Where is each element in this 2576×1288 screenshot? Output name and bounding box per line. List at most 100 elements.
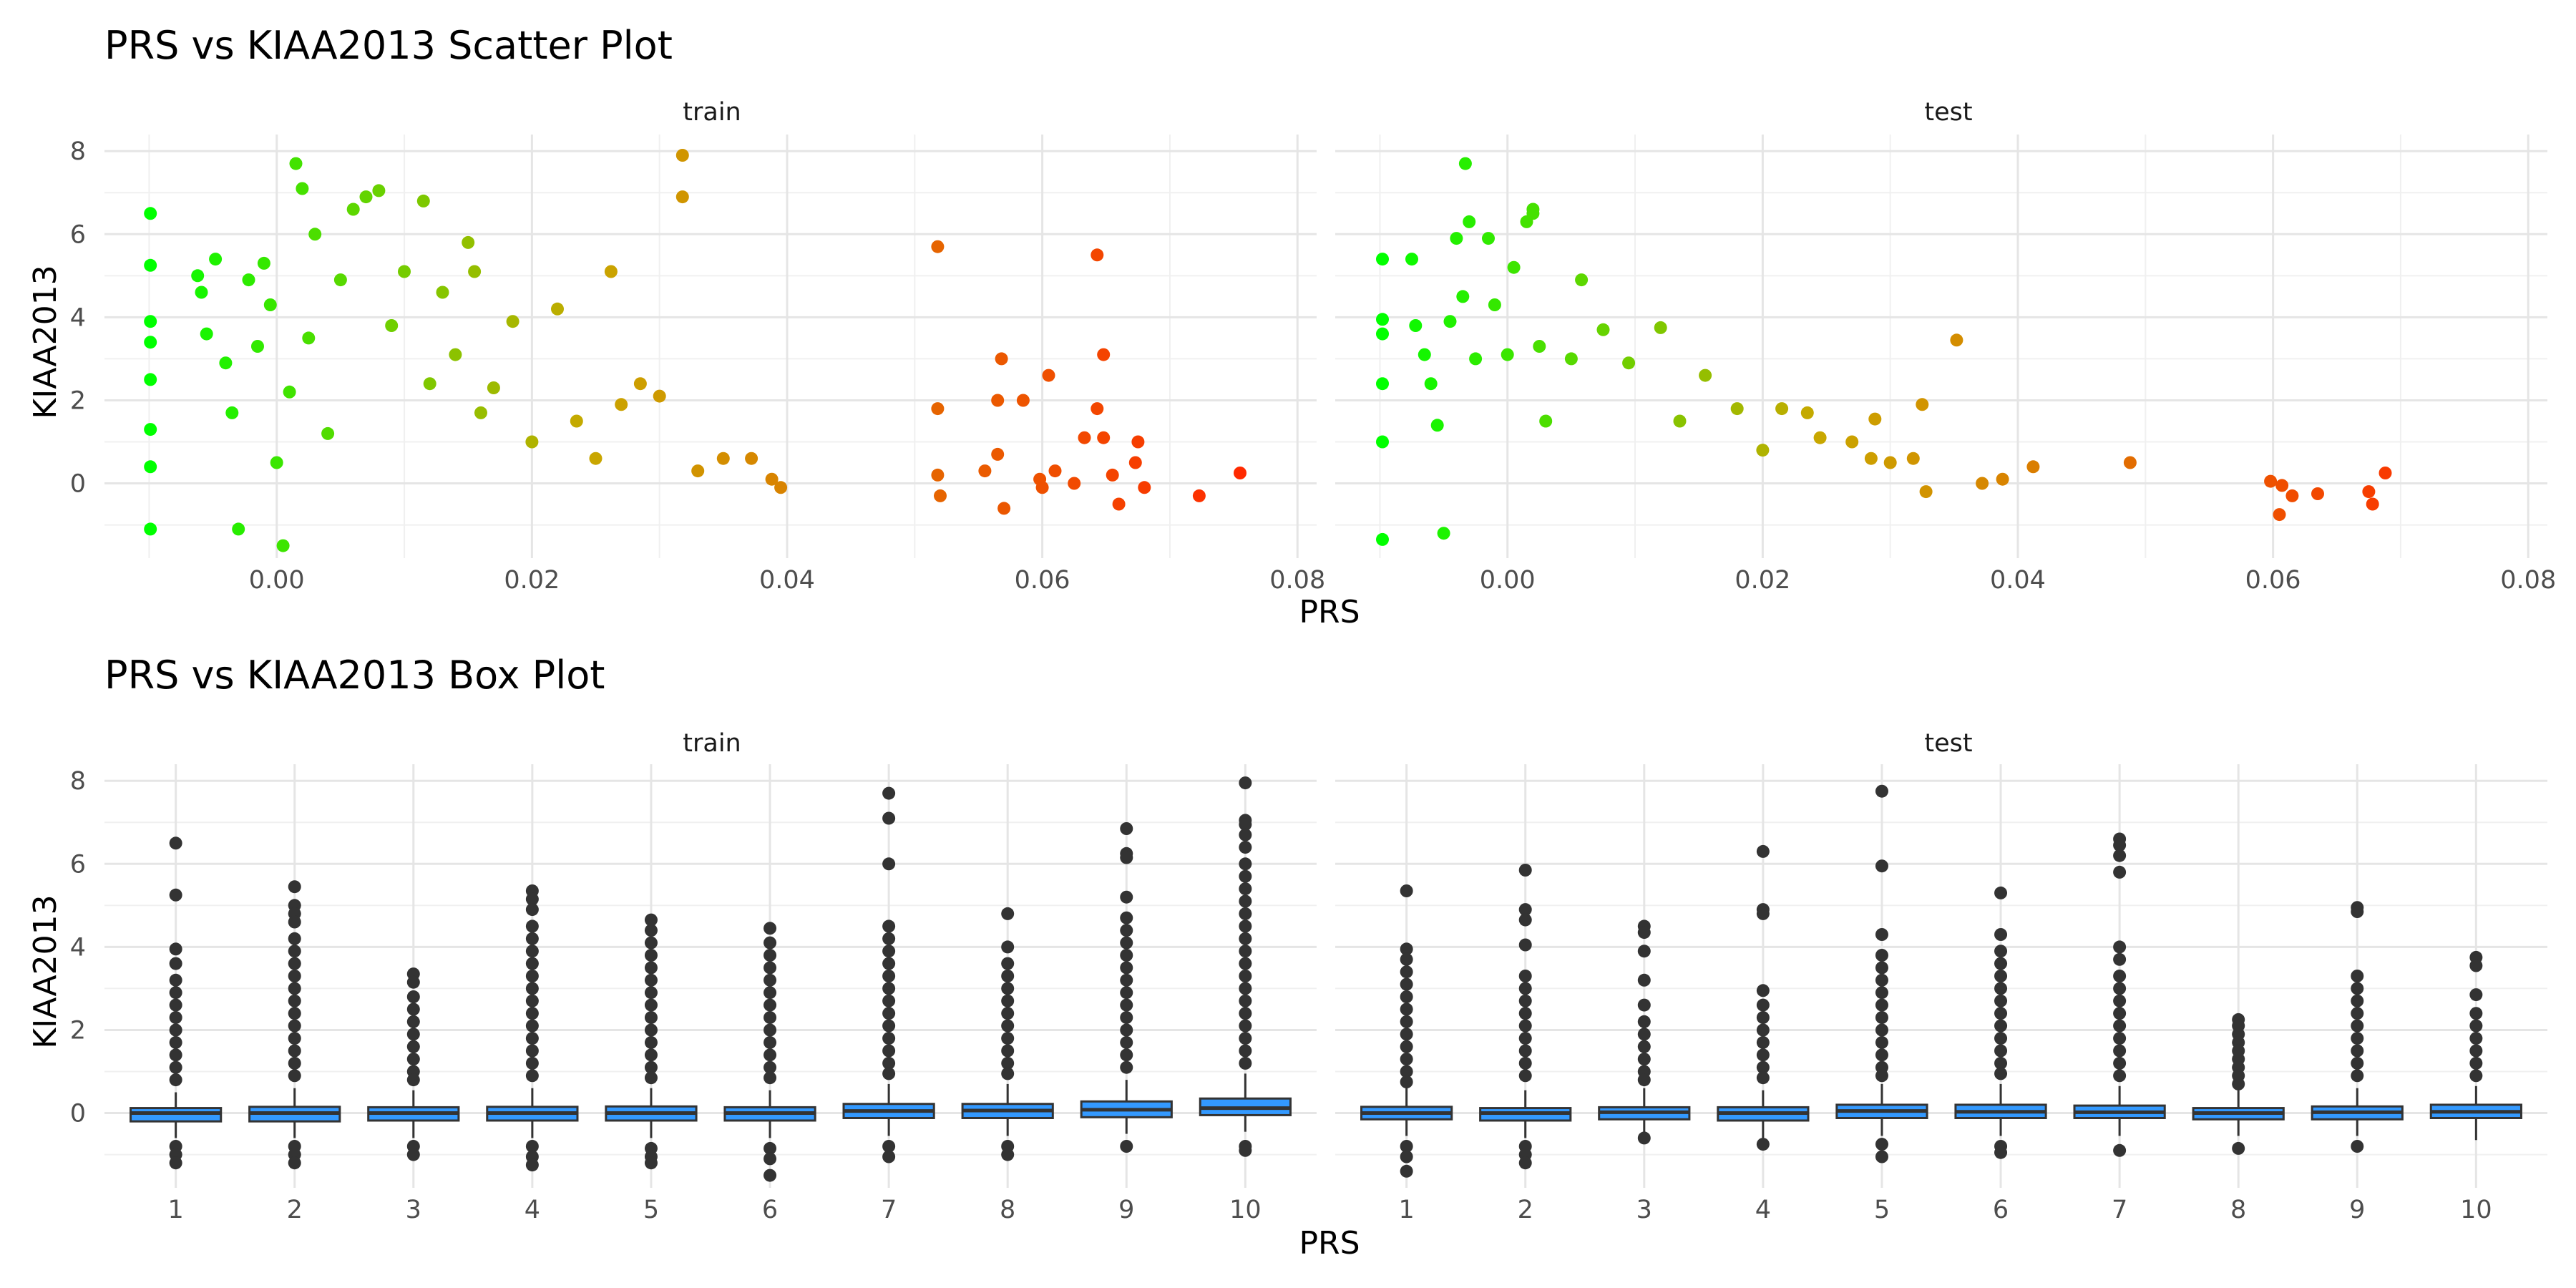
box-outlier <box>1518 982 1532 995</box>
box-outlier <box>525 892 539 906</box>
box-outlier <box>1994 994 2008 1008</box>
box-outlier <box>882 1007 896 1020</box>
box-panel-train: 1 2 3 4 5 6 7 8 9 10 0 2 4 6 8 <box>70 764 1317 1224</box>
scatter-point <box>263 298 277 311</box>
box-outlier <box>1637 1040 1651 1053</box>
scatter-point <box>346 203 360 216</box>
x-tick-label: 0.06 <box>1015 566 1070 595</box>
box-outlier <box>406 1002 420 1016</box>
box-outlier <box>1239 841 1252 854</box>
box-outlier <box>406 975 420 989</box>
box-outlier <box>644 936 658 950</box>
box-outlier <box>1120 890 1133 904</box>
box-outlier <box>882 1150 896 1163</box>
scatter-point <box>1409 319 1423 332</box>
box-outlier <box>644 1023 658 1037</box>
box-outlier <box>288 1032 301 1045</box>
scatter-point <box>1622 356 1636 370</box>
box-outlier <box>1994 1067 2008 1080</box>
box-outlier <box>1994 1056 2008 1070</box>
box-outlier <box>525 982 539 995</box>
y-tick-label: 6 <box>70 220 86 249</box>
box-outlier <box>1239 957 1252 970</box>
scatter-x-axis-title: PRS <box>1299 594 1360 630</box>
scatter-point <box>1376 435 1389 449</box>
box-outlier <box>406 1053 420 1066</box>
scatter-point <box>525 435 539 449</box>
scatter-point <box>1864 452 1878 465</box>
box-outlier <box>644 1071 658 1085</box>
box-outlier <box>644 1156 658 1170</box>
scatter-point <box>144 423 157 436</box>
box-outlier <box>1239 857 1252 871</box>
scatter-point <box>1813 431 1827 444</box>
box-outlier <box>2113 1019 2127 1033</box>
x-tick-label: 8 <box>2230 1196 2246 1224</box>
box-strip-test: test <box>1924 729 1972 758</box>
box-outlier <box>1120 961 1133 975</box>
box-outlier <box>882 1067 896 1080</box>
scatter-point <box>195 286 208 299</box>
scatter-point <box>385 319 399 332</box>
box-outlier <box>2351 1056 2364 1070</box>
y-tick-label: 4 <box>70 303 86 332</box>
box-outlier <box>2113 1069 2127 1083</box>
box-outlier <box>1400 1015 1413 1028</box>
box-outlier <box>2351 1032 2364 1045</box>
box-outlier <box>2351 1044 2364 1058</box>
scatter-point <box>144 315 157 328</box>
box-outlier <box>2469 1019 2483 1033</box>
scatter-point <box>1883 456 1897 469</box>
box-outlier <box>1875 998 1888 1012</box>
box-outlier <box>2351 1019 2364 1033</box>
box-outlier <box>763 922 777 935</box>
box-outlier <box>2469 988 2483 1002</box>
scatter-point <box>506 315 519 328</box>
box-outlier <box>1001 970 1015 982</box>
box-outlier <box>406 1073 420 1087</box>
box-outlier <box>2351 1140 2364 1153</box>
box-outlier <box>763 1060 777 1074</box>
scatter-point <box>1131 435 1145 449</box>
x-tick-label: 3 <box>406 1196 421 1224</box>
box-outlier <box>1001 907 1015 920</box>
scatter-point <box>1699 369 1712 382</box>
scatter-point <box>931 240 945 253</box>
x-tick-label: 0.00 <box>1480 566 1536 595</box>
scatter-point <box>1376 377 1389 391</box>
box-outlier <box>1120 924 1133 937</box>
box-outlier <box>1120 998 1133 1012</box>
y-tick-label: 2 <box>70 1016 86 1045</box>
scatter-point <box>191 269 205 283</box>
box-outlier <box>525 932 539 945</box>
box-outlier <box>1994 957 2008 970</box>
scatter-point <box>1906 452 1920 465</box>
box-outlier <box>525 1007 539 1020</box>
scatter-point <box>276 539 290 552</box>
box-outlier <box>2232 1141 2245 1155</box>
box-outlier <box>169 888 182 902</box>
box-outlier <box>1756 1035 1770 1049</box>
box-outlier <box>1239 982 1252 995</box>
x-tick-label: 1 <box>1399 1196 1415 1224</box>
box-outlier <box>1756 998 1770 1012</box>
box-outlier <box>525 945 539 958</box>
box-outlier <box>525 903 539 917</box>
scatter-point <box>1458 157 1472 170</box>
box-outlier <box>288 932 301 945</box>
box-outlier <box>1239 818 1252 831</box>
scatter-point <box>1539 414 1553 428</box>
box-outlier <box>525 1056 539 1070</box>
scatter-point <box>1482 232 1495 245</box>
scatter-point <box>2264 474 2278 488</box>
x-tick-label: 0.08 <box>2500 566 2556 595</box>
box-outlier <box>1756 1048 1770 1062</box>
box-outlier <box>169 1073 182 1087</box>
scatter-point <box>2379 467 2392 479</box>
box-outlier <box>763 1152 777 1166</box>
box-outlier <box>525 957 539 970</box>
scatter-point <box>2026 460 2040 474</box>
scatter-point <box>991 447 1005 461</box>
scatter-point <box>1418 348 1431 361</box>
box-outlier <box>169 957 182 970</box>
